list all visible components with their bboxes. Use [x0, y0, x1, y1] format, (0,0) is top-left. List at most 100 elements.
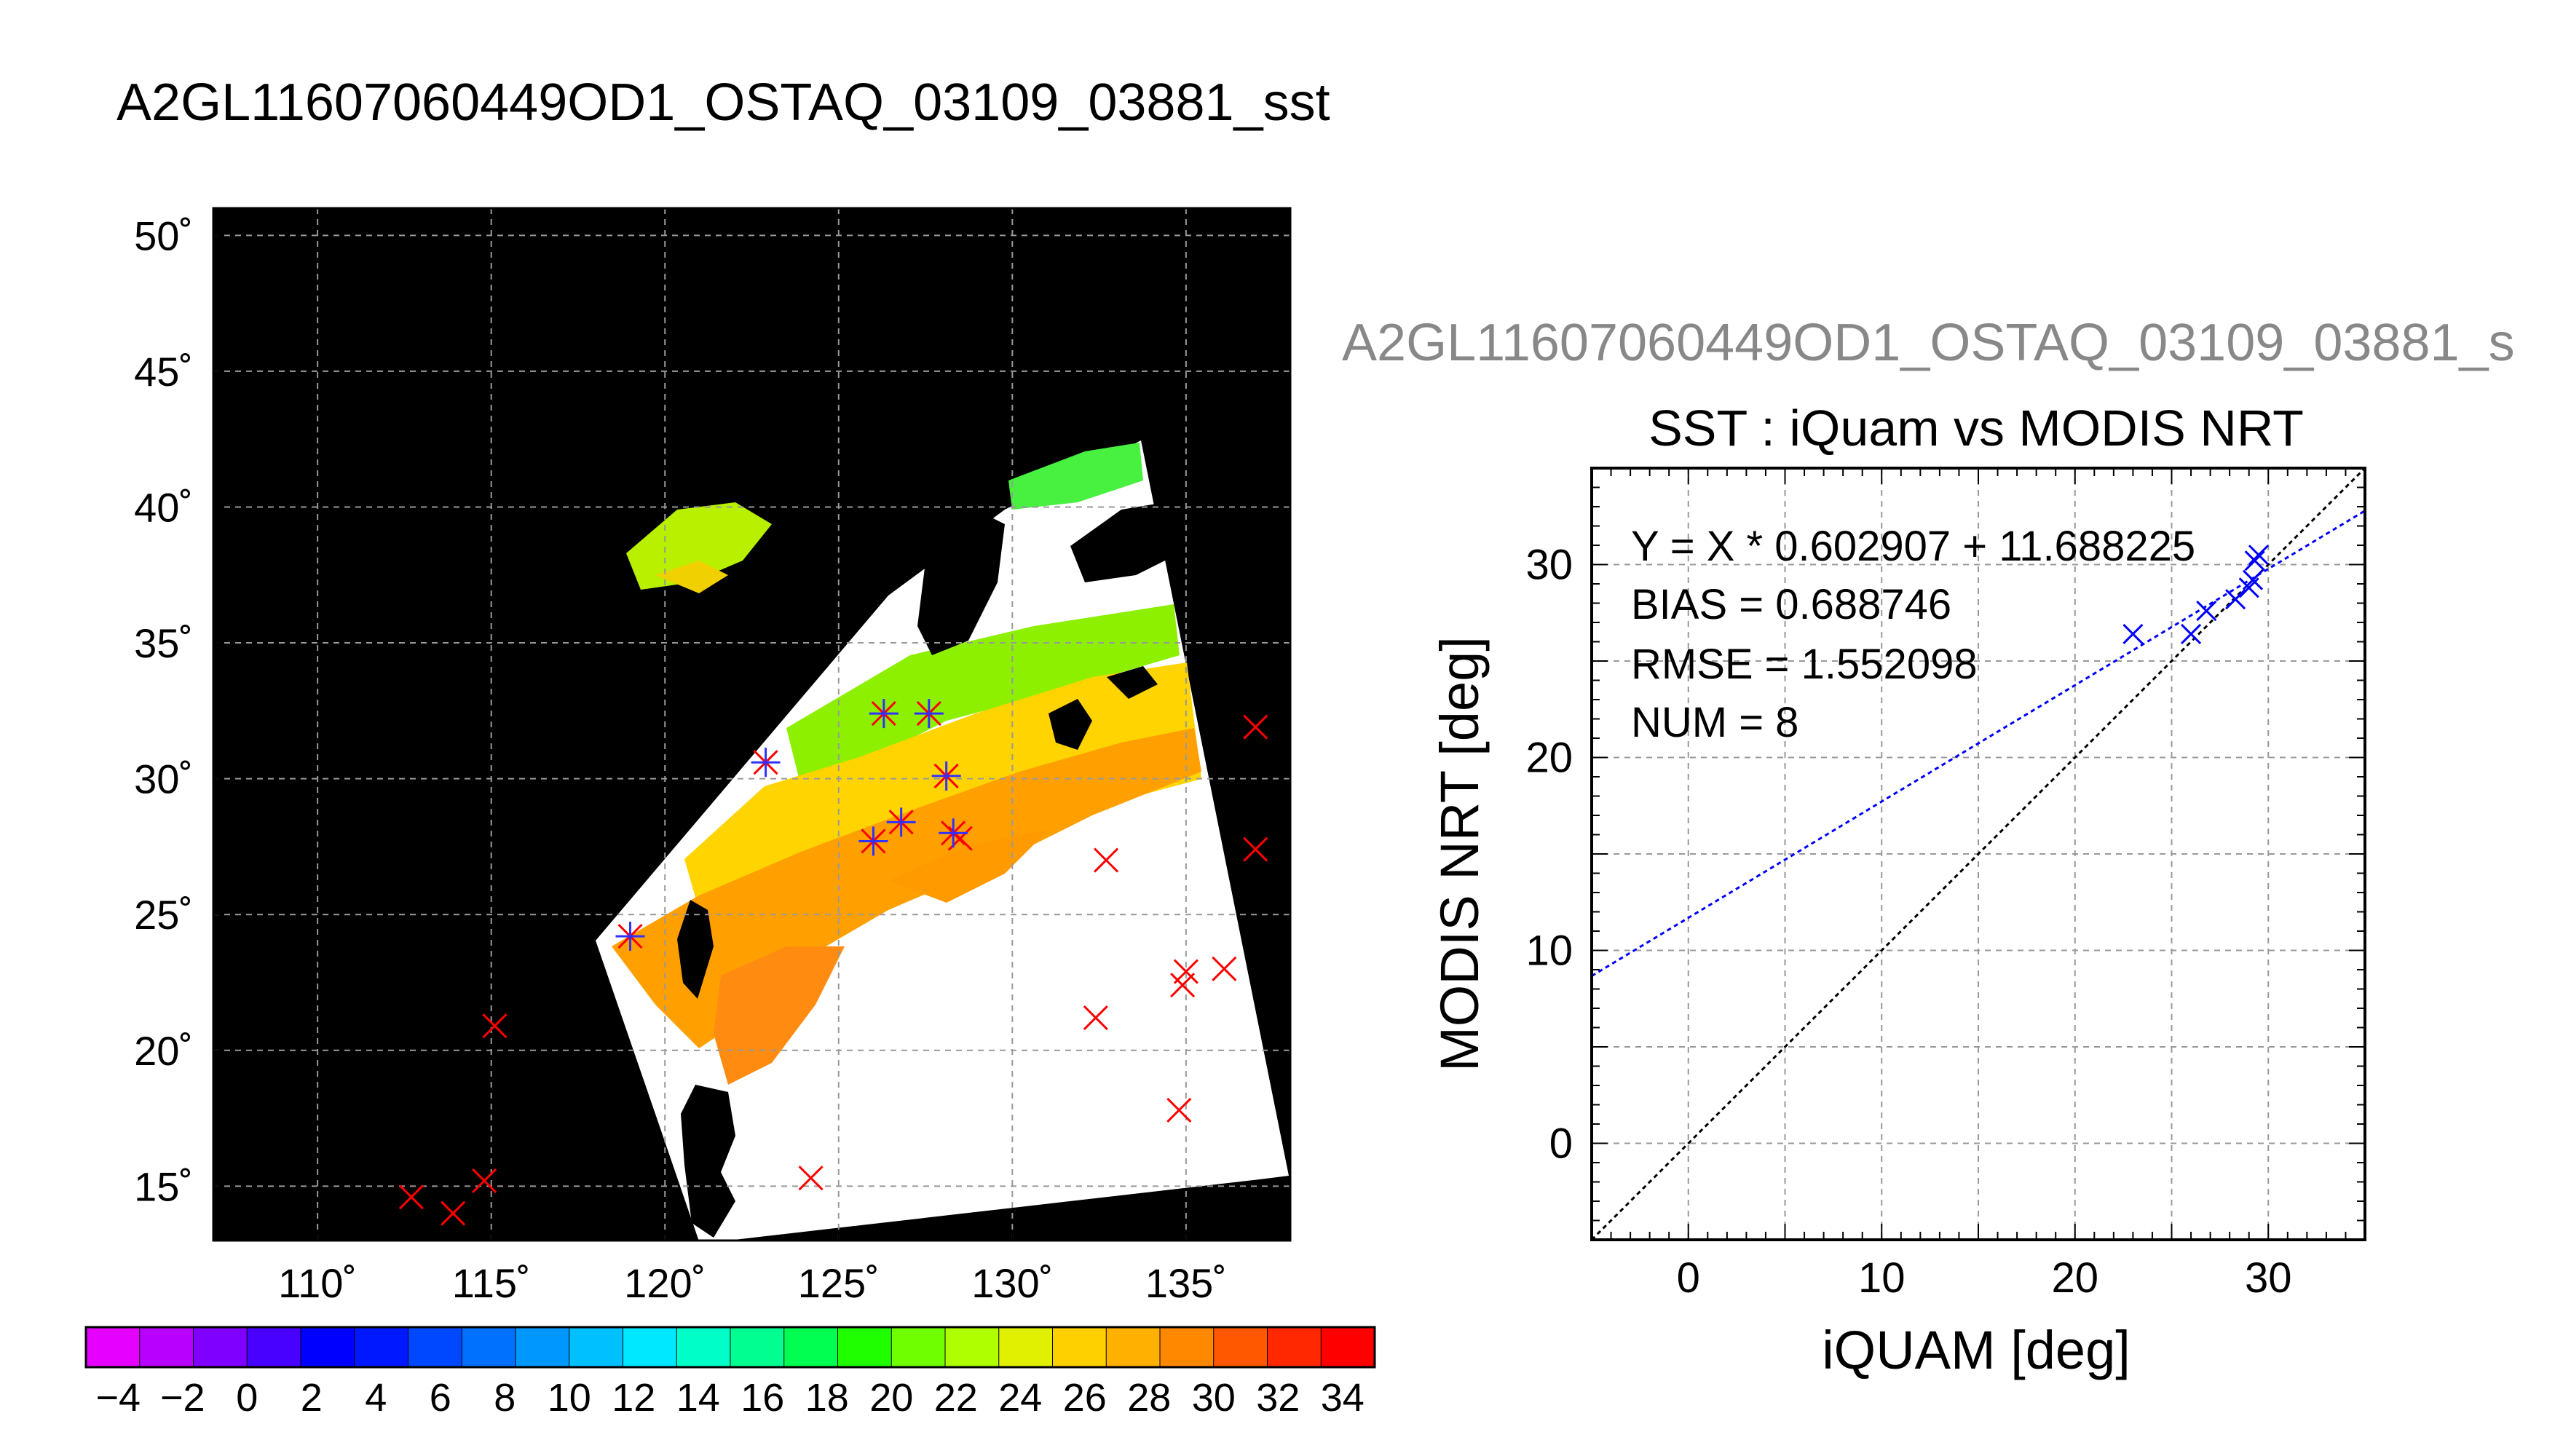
sst-map: 110˚ 115˚ 120˚ 125˚ 130˚ 135˚ 15˚ 20˚ 25˚ 30˚ 35˚…: [134, 207, 1292, 1306]
unmatched-buoy-marker: [398, 1184, 424, 1210]
identity-line: [1592, 468, 2365, 1240]
marker-stroke: [798, 1166, 824, 1191]
scatter-stats: Y = X * 0.602907 + 11.688225 BIAS = 0.68…: [1631, 523, 2195, 746]
scatter-point: [2244, 550, 2265, 571]
point-stroke: [2180, 623, 2202, 644]
marker-stroke: [1212, 956, 1237, 981]
scatter-ytick-label: 10: [1525, 927, 1573, 975]
colorbar-tick-label: 12: [612, 1376, 655, 1420]
marker-stroke: [1166, 1097, 1192, 1123]
land-shikoku: [1107, 666, 1158, 699]
marker-stroke: [1243, 836, 1268, 862]
colorbar-tick-label: 26: [1063, 1376, 1107, 1420]
land-luzon: [681, 1085, 735, 1238]
colorbar-swatch: [837, 1327, 892, 1367]
colorbar-tick-label: 0: [236, 1376, 258, 1420]
colorbar-tick-label: 34: [1321, 1376, 1365, 1420]
marker-stroke: [441, 1200, 466, 1226]
sst-colorbar: −4 −2 0 2 4 6 8 10 12 14 16 18 20 22 24 26 28 30 32 34: [84, 1326, 1376, 1420]
scatter-plot: SST : iQuam vs MODIS NRT 0 10 20 300102030 …: [1429, 400, 2366, 1380]
marker-stroke: [398, 1184, 424, 1210]
colorbar-tick-label: 8: [494, 1376, 516, 1420]
unmatched-buoy-marker: [1083, 1005, 1108, 1031]
matched-buoy-marker: [858, 826, 888, 856]
unmatched-buoy-marker: [1166, 1097, 1192, 1123]
colorbar-swatch: [86, 1327, 141, 1367]
land-china-coast: [568, 728, 699, 844]
scatter-point: [2242, 569, 2264, 590]
colorbar-swatch: [676, 1327, 731, 1367]
stats-bias: BIAS = 0.688746: [1631, 581, 1951, 628]
stats-rmse: RMSE = 1.552098: [1631, 641, 1978, 688]
scatter-points: [2122, 545, 2270, 644]
matched-buoy-marker: [939, 818, 968, 848]
stats-regression: Y = X * 0.602907 + 11.688225: [1631, 523, 2195, 570]
map-markers: [398, 699, 1268, 1226]
sst-field-bohai-2: [655, 561, 728, 593]
colorbar-swatch: [1267, 1327, 1322, 1367]
colorbar-swatch: [998, 1327, 1054, 1367]
matched-buoy-marker: [931, 761, 961, 791]
map-lat-tick-label: 20˚: [134, 1028, 193, 1074]
stats-num: NUM = 8: [1631, 699, 1798, 746]
sst-field-bohai: [626, 502, 772, 590]
unmatched-buoy-marker: [1212, 956, 1237, 981]
matched-buoy-marker: [886, 807, 916, 837]
secondary-title: A2GL11607060449OD1_OSTAQ_03109_03881_s: [1342, 314, 2515, 372]
colorbar-tick-label: 4: [365, 1376, 387, 1420]
marker-stroke: [472, 1168, 497, 1193]
point-stroke: [2225, 589, 2246, 610]
colorbar-tick-label: 32: [1256, 1376, 1300, 1420]
colorbar-tick-label: 16: [741, 1376, 784, 1420]
colorbar-tick-label: 6: [430, 1376, 451, 1420]
colorbar-swatch: [730, 1327, 785, 1367]
colorbar-swatch: [462, 1327, 516, 1367]
scatter-point: [2196, 601, 2217, 622]
marker-stroke: [1170, 973, 1196, 998]
map-lon-tick-label: 120˚: [624, 1260, 706, 1306]
scatter-point: [2122, 623, 2144, 644]
colorbar-swatch: [945, 1327, 1000, 1367]
map-lat-tick-label: 45˚: [134, 349, 193, 395]
map-lat-tick-label: 30˚: [134, 756, 193, 802]
unmatched-buoy-marker: [1243, 836, 1268, 862]
colorbar-tick-label: 14: [676, 1376, 720, 1420]
sst-field-north-green: [1008, 443, 1143, 510]
colorbar-swatch: [1106, 1327, 1161, 1367]
scatter-xtick-label: 30: [2245, 1254, 2292, 1302]
colorbar-swatch: [1213, 1327, 1268, 1367]
colorbar-tick-label: 22: [934, 1376, 978, 1420]
map-lat-tick-label: 25˚: [134, 892, 193, 938]
scatter-xtick-label: 10: [1858, 1254, 1906, 1302]
colorbar-swatch: [193, 1327, 248, 1367]
point-stroke: [2244, 550, 2265, 571]
map-lon-tick-label: 130˚: [971, 1260, 1053, 1306]
map-content: [568, 440, 1289, 1241]
colorbar-tick-label: 10: [548, 1376, 591, 1420]
land-kyushu: [1049, 699, 1092, 750]
map-lat-labels: 15˚ 20˚ 25˚ 30˚ 35˚ 40˚ 45˚ 50˚: [134, 213, 193, 1209]
point-stroke: [2196, 601, 2217, 622]
colorbar-swatch: [139, 1327, 194, 1367]
point-stroke: [2248, 545, 2270, 566]
colorbar-tick-label: 20: [869, 1376, 913, 1420]
map-lon-tick-label: 115˚: [452, 1260, 531, 1306]
matched-buoy-marker: [869, 699, 899, 729]
colorbar-swatch: [247, 1327, 301, 1367]
map-grid: [213, 208, 1290, 1241]
unmatched-buoy-marker: [1243, 714, 1268, 740]
map-lat-tick-label: 15˚: [134, 1163, 193, 1209]
colorbar-frame: [84, 1326, 1376, 1369]
colorbar-tick-label: 24: [998, 1376, 1042, 1420]
marker-stroke: [1243, 714, 1268, 740]
colorbar-tick-label: 2: [301, 1376, 323, 1420]
land-japan-sea-coast: [1070, 502, 1180, 582]
colorbar-swatch: [354, 1327, 409, 1367]
unmatched-buoy-marker: [1094, 847, 1119, 873]
point-stroke: [2242, 569, 2264, 590]
scatter-xtick-label: 0: [1677, 1254, 1700, 1302]
sst-field-orange-east: [888, 830, 1049, 903]
land-korea: [917, 510, 1005, 655]
colorbar-swatch: [1321, 1327, 1375, 1367]
